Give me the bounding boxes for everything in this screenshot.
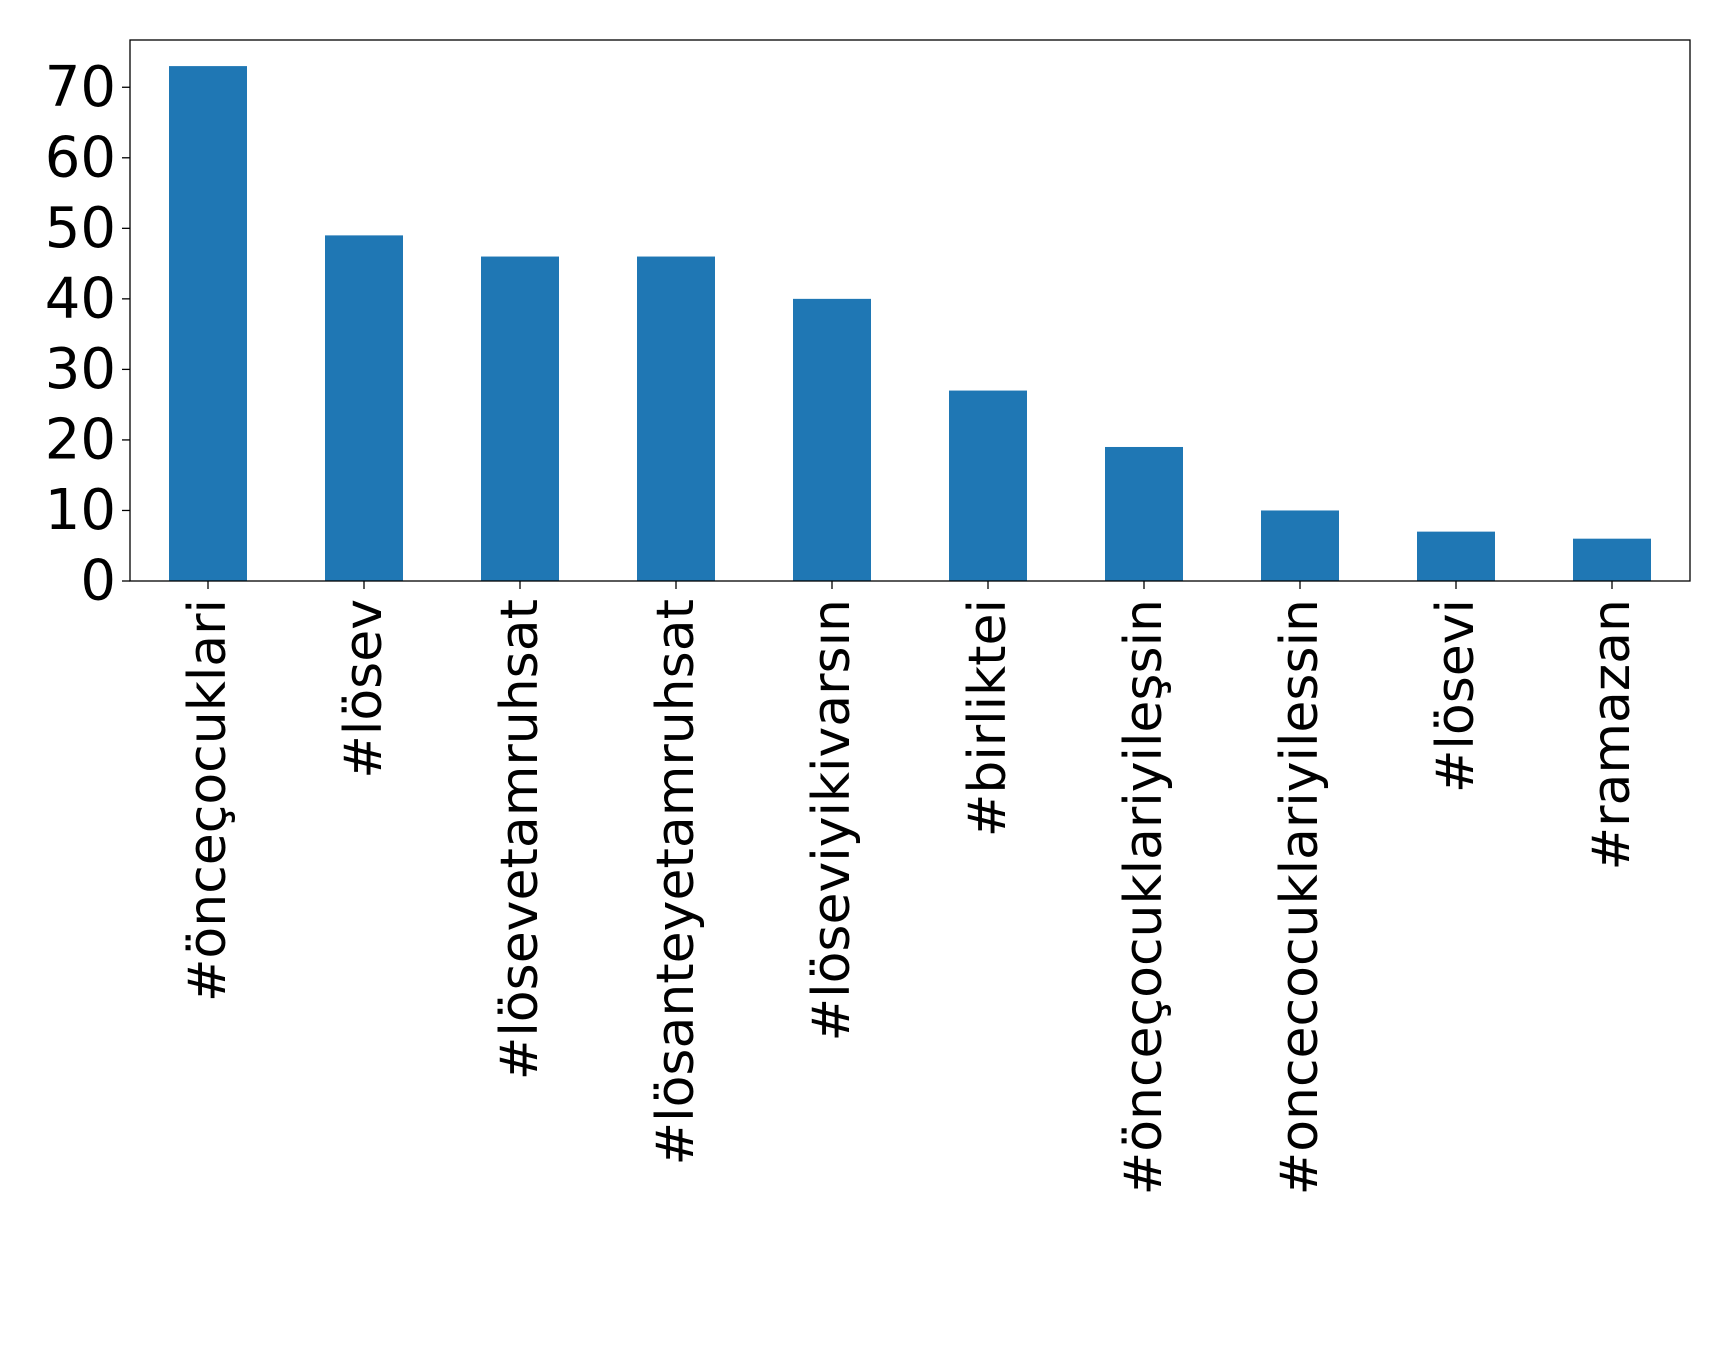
x-tick-label-1: #lösev xyxy=(334,599,394,779)
x-tick-label-9: #ramazan xyxy=(1582,599,1642,870)
bar-4 xyxy=(793,298,871,581)
x-tick-label-2: #lösevetamruhsat xyxy=(490,599,550,1080)
x-tick-label-8: #lösevi xyxy=(1426,599,1486,793)
bar-2 xyxy=(481,256,559,581)
x-tick-label-3: #lösanteyetamruhsat xyxy=(646,599,706,1165)
bar-5 xyxy=(949,390,1027,581)
y-tick-label-6: 60 xyxy=(45,125,116,190)
y-tick-label-3: 30 xyxy=(45,337,116,402)
y-tick-label-5: 50 xyxy=(45,196,116,261)
x-tick-label-4: #löseviyikivarsın xyxy=(802,599,862,1041)
y-tick-label-7: 70 xyxy=(45,55,116,120)
bar-9 xyxy=(1573,538,1651,581)
x-tick-label-5: #birliktei xyxy=(958,599,1018,837)
y-tick-label-2: 20 xyxy=(45,407,116,472)
bars-group xyxy=(169,66,1651,582)
x-tick-label-7: #oncecocuklariyilessin xyxy=(1270,599,1330,1195)
y-tick-label-4: 40 xyxy=(45,266,116,331)
x-tick-label-0: #önceçocuklari xyxy=(178,599,238,1002)
bar-0 xyxy=(169,66,247,582)
x-axis-ticks: #önceçocuklari #lösev #lösevetamruhsat #lös… xyxy=(178,581,1642,1195)
bar-3 xyxy=(637,256,715,581)
bar-8 xyxy=(1417,531,1495,581)
bar-1 xyxy=(325,235,403,581)
x-tick-label-6: #önceçocuklariyileşsin xyxy=(1114,599,1174,1195)
bar-6 xyxy=(1105,446,1183,581)
y-tick-label-1: 10 xyxy=(45,478,116,543)
bar-7 xyxy=(1261,510,1339,581)
y-tick-label-0: 0 xyxy=(80,549,116,614)
plot-frame xyxy=(129,39,1691,582)
